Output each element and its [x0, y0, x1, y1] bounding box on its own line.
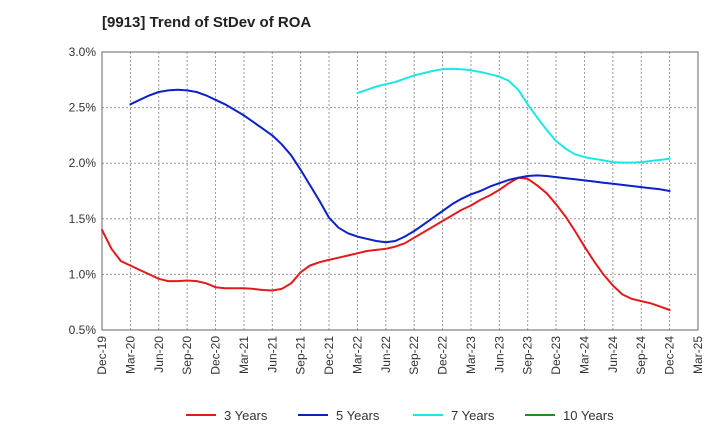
x-tick-label: Sep-22	[407, 336, 421, 375]
y-tick-label: 1.5%	[69, 212, 97, 226]
y-tick-label: 2.0%	[69, 156, 97, 170]
x-tick-label: Mar-20	[123, 336, 137, 374]
x-tick-label: Jun-20	[152, 336, 166, 373]
legend-label: 7 Years	[451, 408, 495, 423]
y-tick-label: 2.5%	[69, 101, 97, 115]
x-tick-label: Dec-22	[436, 336, 450, 375]
series-line-7-years	[356, 67, 671, 164]
x-tick-label: Jun-24	[606, 336, 620, 373]
x-tick-label: Sep-24	[634, 336, 648, 375]
x-tick-label: Mar-22	[350, 336, 364, 374]
y-tick-label: 1.0%	[69, 267, 97, 281]
x-tick-label: Dec-20	[209, 336, 223, 375]
x-tick-label: Dec-21	[322, 336, 336, 375]
x-tick-label: Jun-23	[492, 336, 506, 373]
x-tick-label: Mar-24	[577, 336, 591, 374]
legend-label: 10 Years	[563, 408, 614, 423]
x-tick-label: Jun-21	[265, 336, 279, 373]
x-tick-label: Dec-19	[95, 336, 109, 375]
x-tick-label: Mar-25	[691, 336, 705, 374]
x-tick-label: Sep-20	[180, 336, 194, 375]
x-tick-label: Dec-23	[549, 336, 563, 375]
chart-title: [9913] Trend of StDev of ROA	[102, 14, 312, 31]
x-tick-label: Dec-24	[663, 336, 677, 375]
x-tick-label: Jun-22	[379, 336, 393, 373]
x-tick-label: Sep-21	[294, 336, 308, 375]
legend-label: 3 Years	[224, 408, 268, 423]
x-tick-label: Mar-21	[237, 336, 251, 374]
x-tick-label: Mar-23	[464, 336, 478, 374]
series-line-5-years	[129, 88, 671, 244]
series-line-3-years	[101, 176, 671, 311]
plot-area	[101, 51, 699, 331]
y-tick-label: 0.5%	[69, 323, 97, 337]
y-tick-label: 3.0%	[69, 45, 97, 59]
x-tick-label: Sep-23	[521, 336, 535, 375]
legend-label: 5 Years	[336, 408, 380, 423]
